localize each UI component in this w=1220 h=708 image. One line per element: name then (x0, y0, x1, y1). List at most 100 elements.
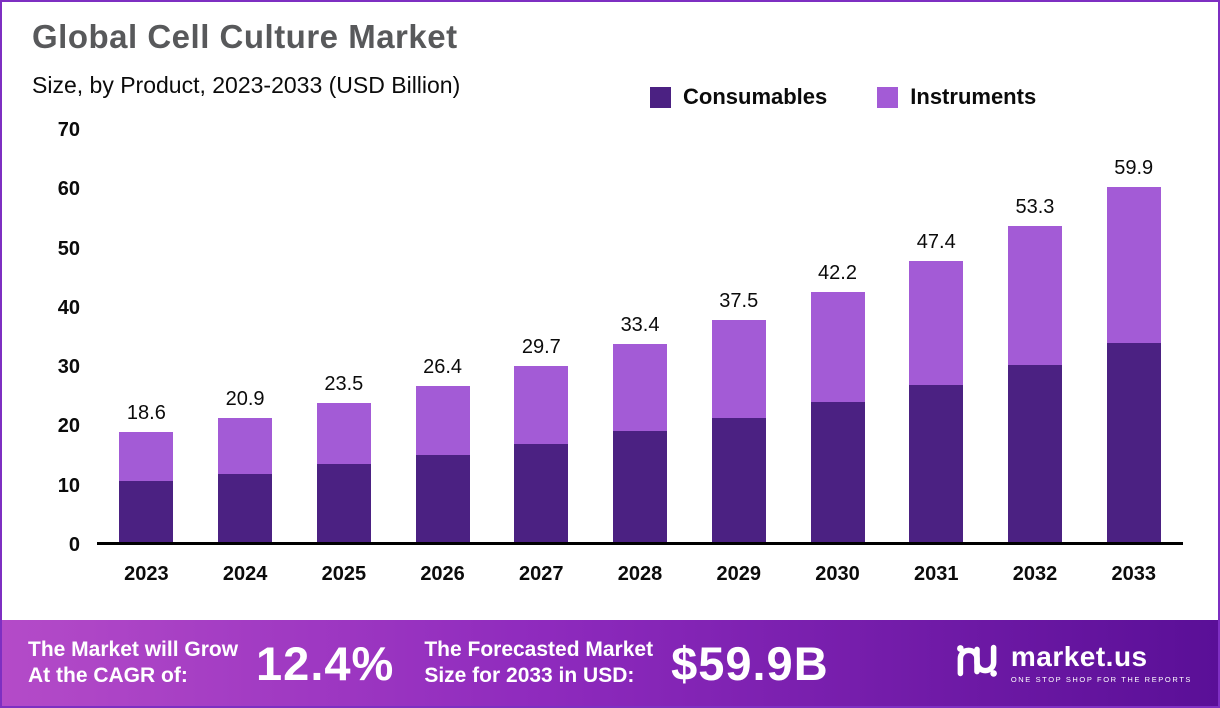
stacked-bar (514, 365, 569, 542)
bar-segment-consumables (415, 454, 470, 542)
bar-total-label: 33.4 (620, 314, 660, 336)
y-tick-label: 0 (68, 534, 80, 556)
forecast-value: $59.9B (671, 636, 829, 690)
x-axis-labels: 2023 2024 2025 2026 2027 2028 2029 2030 2031 2032… (97, 563, 1183, 586)
forecast-label-line2: Size for 2033 in USD: (424, 664, 635, 687)
y-tick-label: 30 (57, 356, 80, 379)
chart-legend: Consumables Instruments (650, 84, 1036, 110)
bar-total-label: 42.2 (818, 261, 857, 284)
bar-column: 23.5 (294, 130, 393, 542)
bar-segment-consumables (1106, 342, 1161, 542)
page-title: Global Cell Culture Market (32, 18, 458, 55)
y-tick-label: 50 (57, 237, 80, 260)
bar-segment-consumables (909, 384, 964, 542)
x-tick-label: 2032 (1012, 563, 1058, 585)
bar-segment-instruments (316, 402, 371, 465)
bar-total-label: 18.6 (126, 401, 166, 424)
legend-label-consumables: Consumables (683, 84, 828, 109)
x-tick-label: 2029 (716, 563, 762, 585)
bar-total-label: 53.3 (1015, 196, 1055, 219)
bar-column: 26.4 (393, 130, 492, 542)
bar-segment-consumables (218, 473, 273, 542)
legend-item-consumables: Consumables (650, 84, 827, 110)
y-axis: 0 10 20 30 40 50 60 70 (2, 119, 80, 556)
bar-segment-instruments (514, 365, 569, 445)
plot-area: 18.6 20.9 23.5 26.4 29.7 33.4 37.5 42.2 47.4 53.3… (97, 130, 1183, 545)
stacked-bar (316, 402, 371, 542)
cagr-label-line1: The Market will Grow (28, 638, 239, 662)
bar-segment-instruments (613, 344, 668, 432)
bar-segment-consumables (810, 402, 865, 542)
bar-total-label: 59.9 (1114, 156, 1154, 179)
x-tick-label: 2031 (913, 563, 959, 585)
bars: 18.6 20.9 23.5 26.4 29.7 33.4 37.5 42.2 47.4 53.3… (97, 130, 1183, 542)
bar-column: 33.4 (591, 130, 690, 542)
x-tick-label: 2026 (420, 563, 465, 585)
x-tick-label: 2025 (321, 563, 367, 585)
bar-total-label: 37.5 (719, 289, 759, 312)
bar-column: 53.3 (986, 130, 1085, 542)
stacked-bar (810, 291, 865, 542)
y-tick-label: 70 (57, 119, 80, 141)
bar-total-label: 20.9 (225, 388, 265, 411)
stacked-bar (613, 344, 668, 542)
bar-segment-instruments (218, 418, 273, 474)
stacked-bar (1007, 226, 1062, 542)
bar-segment-consumables (1007, 365, 1062, 542)
bar-segment-consumables (514, 444, 569, 542)
bar-segment-instruments (1106, 186, 1161, 343)
stacked-bar (711, 319, 766, 542)
bar-column: 42.2 (788, 130, 887, 542)
legend-label-instruments: Instruments (910, 84, 1037, 109)
x-tick-label: 2024 (222, 563, 268, 585)
legend-item-instruments: Instruments (877, 84, 1036, 110)
bar-column: 20.9 (196, 130, 295, 542)
bar-segment-instruments (119, 431, 174, 481)
instruments-swatch-icon (877, 86, 899, 108)
bar-segment-consumables (613, 431, 668, 542)
cagr-value: 12.4% (256, 636, 395, 690)
y-tick-label: 10 (57, 474, 80, 497)
brand-logo: market.us ONE STOP SHOP FOR THE REPORTS (953, 640, 1192, 686)
x-tick-label: 2027 (519, 563, 564, 585)
x-tick-label: 2033 (1111, 563, 1156, 585)
bar-column: 29.7 (492, 130, 591, 542)
brand-tagline: ONE STOP SHOP FOR THE REPORTS (1010, 674, 1192, 684)
market-us-logo-icon (953, 640, 1001, 686)
forecast-label-line1: The Forecasted Market (424, 638, 654, 662)
bar-segment-consumables (119, 480, 174, 542)
bar-segment-consumables (711, 418, 766, 542)
bar-total-label: 23.5 (324, 372, 364, 395)
forecast-label: The Forecasted Market Size for 2033 in U… (424, 637, 653, 688)
bar-total-label: 47.4 (916, 231, 956, 253)
bar-segment-instruments (909, 261, 964, 385)
y-tick-label: 40 (57, 296, 80, 319)
y-tick-label: 60 (57, 178, 80, 201)
cagr-label-line2: At the CAGR of: (28, 664, 188, 687)
x-tick-label: 2028 (617, 563, 663, 585)
brand-name: market.us (1010, 640, 1148, 672)
chart-area: 0 10 20 30 40 50 60 70 18.6 20.9 23.5 26.4 29.7 33.4… (2, 119, 1218, 605)
bar-column: 59.9 (1084, 130, 1183, 542)
consumables-swatch-icon (650, 86, 671, 108)
cagr-label: The Market will Grow At the CAGR of: (28, 637, 238, 688)
stacked-bar (119, 431, 174, 542)
bar-segment-instruments (1007, 226, 1062, 366)
stacked-bar (415, 385, 470, 542)
bar-segment-instruments (415, 385, 470, 455)
x-tick-label: 2023 (124, 563, 169, 585)
x-tick-label: 2030 (815, 563, 860, 585)
brand-text: market.us ONE STOP SHOP FOR THE REPORTS (1010, 640, 1192, 684)
stacked-bar (218, 418, 273, 542)
stacked-bar (909, 261, 964, 542)
bar-segment-instruments (711, 319, 766, 419)
bar-column: 47.4 (887, 130, 986, 542)
stacked-bar (1106, 186, 1161, 542)
y-tick-label: 20 (57, 415, 80, 438)
bar-column: 37.5 (689, 130, 788, 542)
bar-segment-instruments (810, 291, 865, 403)
bar-column: 18.6 (97, 130, 196, 542)
bar-segment-consumables (316, 464, 371, 542)
bar-total-label: 29.7 (521, 335, 561, 358)
